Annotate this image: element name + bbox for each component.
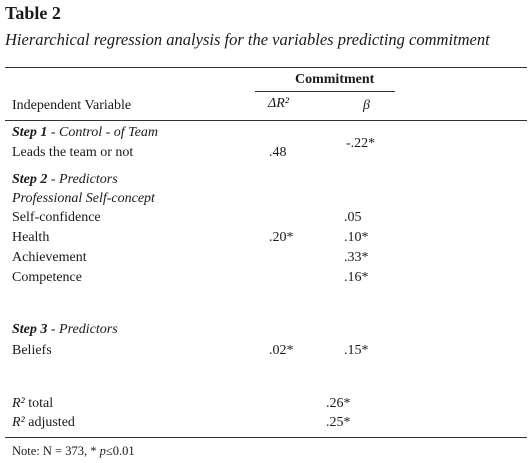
step-label: - Predictors xyxy=(50,172,118,187)
bottom-rule xyxy=(5,437,527,438)
beta-cell: .10* xyxy=(344,230,369,245)
group-header: Commitment xyxy=(295,72,375,87)
row-label: Health xyxy=(12,230,50,245)
delta-r2-cell: .02* xyxy=(269,343,294,358)
row-label: Leads the team or not xyxy=(12,145,134,160)
beta-cell: .05 xyxy=(344,210,362,225)
beta-cell: .25* xyxy=(326,415,351,430)
row-label: Step 2 - Predictors xyxy=(12,172,118,188)
row-label: Step 1 - Control - of Team xyxy=(12,125,158,141)
row-label: Achievement xyxy=(12,250,87,265)
row-label: Professional Self-concept xyxy=(12,191,155,206)
top-rule xyxy=(5,67,527,68)
group-rule xyxy=(255,91,395,92)
table-note: Note: N = 373, * p≤0.01 xyxy=(12,443,135,459)
step-name: Step 1 xyxy=(12,125,48,140)
delta-r2-cell: .48 xyxy=(269,145,287,160)
step-label: - Predictors xyxy=(50,322,118,337)
column-header: β xyxy=(363,98,370,113)
column-header: ΔR² xyxy=(268,96,289,111)
row-label: R² total xyxy=(12,396,53,412)
stat-symbol: R² xyxy=(12,396,25,411)
note-text: ≤0.01 xyxy=(105,444,135,458)
step-name: Step 3 xyxy=(12,322,48,337)
stat-label: total xyxy=(28,396,54,411)
step-name: Step 2 xyxy=(12,172,48,187)
stat-label: adjusted xyxy=(28,415,75,430)
column-header: Independent Variable xyxy=(12,98,132,113)
beta-cell: .26* xyxy=(326,396,351,411)
table-caption: Hierarchical regression analysis for the… xyxy=(5,30,490,49)
note-text: Note: N = 373, * xyxy=(12,444,100,458)
beta-cell: .33* xyxy=(344,250,369,265)
stat-symbol: R² xyxy=(12,415,25,430)
delta-r2-cell: .20* xyxy=(269,230,294,245)
header-rule xyxy=(5,120,527,121)
beta-cell: -.22* xyxy=(346,136,376,151)
note-symbol: p xyxy=(99,444,106,458)
row-label: Beliefs xyxy=(12,343,52,358)
step-label: - Control - of Team xyxy=(50,125,158,140)
row-label: Self-confidence xyxy=(12,210,101,225)
beta-cell: .16* xyxy=(344,270,369,285)
beta-cell: .15* xyxy=(344,343,369,358)
table-title: Table 2 xyxy=(5,3,61,23)
row-label: Competence xyxy=(12,270,82,285)
row-label: R² adjusted xyxy=(12,415,75,431)
row-label: Step 3 - Predictors xyxy=(12,322,118,338)
